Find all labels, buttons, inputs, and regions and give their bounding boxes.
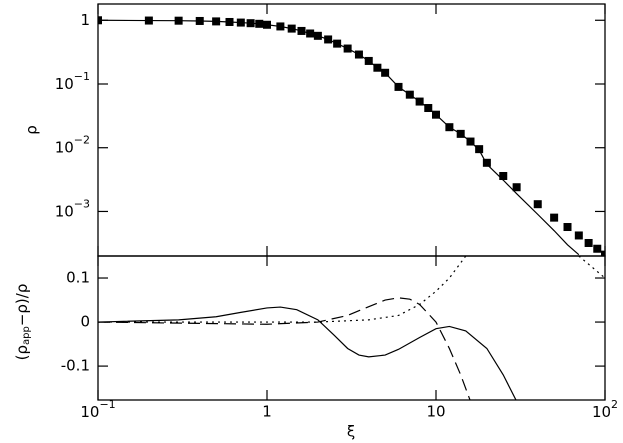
- data-point: [499, 172, 508, 181]
- y-tick-label: 10−3: [55, 197, 90, 220]
- y-tick-label: -0.1: [61, 357, 90, 375]
- x-tick-label: 1: [262, 403, 272, 421]
- line: [98, 256, 605, 323]
- data-point: [550, 213, 559, 222]
- top-frame: [97, 3, 606, 257]
- y-axis-label: ρ: [23, 125, 41, 135]
- y-tick-label: 1: [80, 11, 90, 29]
- data-point: [482, 158, 491, 167]
- y-tick-label: 0: [80, 313, 90, 331]
- y-axis-label: (ρapp−ρ)/ρ: [13, 284, 33, 361]
- y-tick-label: 10−1: [55, 70, 90, 93]
- data-point: [533, 200, 542, 209]
- x-tick-label: 102: [592, 398, 618, 421]
- plot-area: [98, 256, 605, 400]
- bottom-frame: [97, 255, 606, 401]
- line: [98, 297, 471, 400]
- data-point: [601, 250, 605, 256]
- data-point: [475, 145, 484, 154]
- data-point: [593, 244, 602, 253]
- data-point: [574, 231, 583, 240]
- line: [98, 19, 580, 256]
- y-tick-label: 0.1: [66, 269, 90, 287]
- y-tick-label: 10−2: [55, 134, 90, 157]
- x-tick-label: 10−1: [80, 398, 115, 421]
- data-point: [512, 183, 521, 192]
- x-tick-label: 10: [426, 403, 445, 421]
- line: [98, 306, 517, 400]
- plot-area: [98, 16, 605, 256]
- data-point: [584, 238, 593, 247]
- data-point: [563, 223, 572, 232]
- x-axis-label: ξ: [347, 423, 355, 441]
